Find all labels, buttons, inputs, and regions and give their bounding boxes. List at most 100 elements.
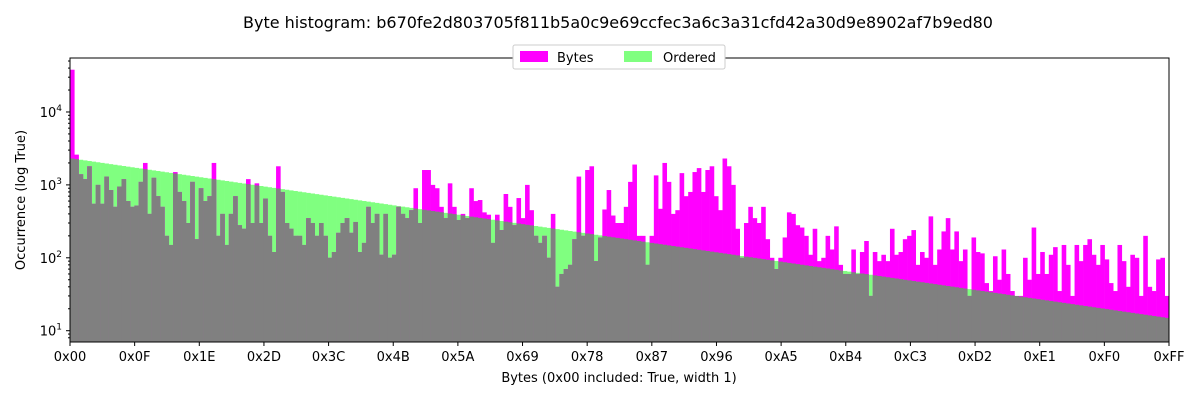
overlap-bar	[954, 287, 959, 342]
overlap-bar	[675, 246, 680, 342]
overlap-bar	[413, 208, 419, 342]
x-tick-label: 0x96	[700, 350, 733, 365]
x-tick-label: 0x0F	[119, 350, 151, 365]
bytes-bar	[1074, 244, 1080, 342]
x-axis: 0x00 0x0F 0x1E 0x2D 0x3C 0x4B 0x5A 0x69 0x78 0x87…	[54, 342, 1184, 365]
overlap-bar	[872, 275, 878, 342]
overlap-bar	[452, 214, 457, 342]
overlap-bar	[692, 249, 698, 342]
overlap-bar	[555, 286, 560, 342]
overlap-bar	[889, 277, 895, 342]
overlap-bar	[671, 246, 676, 342]
overlap-bar	[653, 243, 659, 342]
overlap-bar	[632, 240, 637, 342]
overlap-bar	[396, 206, 401, 342]
overlap-bar	[623, 239, 629, 342]
overlap-bars	[70, 158, 1170, 342]
ordered-bar	[555, 229, 560, 342]
y-tick-label: 104	[40, 104, 63, 121]
overlap-bar	[254, 185, 260, 342]
overlap-bar	[417, 223, 423, 342]
overlap-bar	[1065, 303, 1071, 342]
overlap-bar	[1138, 314, 1144, 342]
overlap-bar	[258, 223, 264, 342]
y-axis: 101 102 103 104	[40, 60, 70, 340]
overlap-bar	[87, 166, 92, 342]
overlap-bar	[391, 254, 397, 342]
x-tick-label: 0x69	[506, 350, 539, 365]
overlap-bar	[761, 259, 766, 342]
overlap-bar	[739, 257, 745, 342]
overlap-bar	[74, 159, 79, 342]
overlap-bar	[220, 213, 225, 342]
overlap-bar	[1057, 302, 1062, 342]
overlap-bar	[585, 233, 590, 342]
overlap-bar	[469, 216, 474, 342]
legend-ordered-label: Ordered	[663, 51, 716, 66]
overlap-bar	[804, 265, 809, 342]
overlap-bar	[525, 224, 530, 342]
overlap-bar	[288, 228, 294, 342]
overlap-bar	[786, 262, 792, 342]
overlap-bar	[1160, 317, 1165, 342]
bytes-bar	[1130, 254, 1135, 342]
overlap-bar	[610, 237, 616, 342]
bytes-bar	[1096, 264, 1101, 342]
overlap-bar	[718, 252, 723, 342]
overlap-bar	[130, 206, 135, 342]
y-tick-label: 101	[40, 323, 62, 340]
overlap-bar	[529, 225, 534, 342]
bytes-bar	[1117, 244, 1123, 342]
overlap-bar	[443, 218, 449, 342]
overlap-bar	[1147, 315, 1153, 342]
plot-area	[69, 57, 1170, 343]
overlap-bar	[91, 203, 97, 342]
overlap-bar	[920, 282, 925, 342]
overlap-bar	[224, 244, 230, 342]
overlap-bar	[318, 223, 324, 342]
overlap-bar	[1018, 296, 1024, 342]
overlap-bar	[821, 267, 826, 342]
overlap-bar	[422, 209, 427, 342]
overlap-bar	[838, 270, 844, 342]
overlap-bar	[894, 278, 899, 342]
x-tick-label: 0x1E	[183, 350, 215, 365]
overlap-bar	[314, 235, 320, 342]
overlap-bar	[276, 188, 281, 342]
x-tick-label: 0xB4	[829, 350, 862, 365]
overlap-bar	[666, 245, 672, 342]
overlap-bar	[778, 261, 783, 342]
bytes-bar	[1156, 259, 1161, 342]
overlap-bar	[185, 223, 191, 342]
overlap-bar	[344, 218, 350, 342]
overlap-bar	[980, 291, 985, 342]
overlap-bar	[503, 221, 509, 342]
overlap-bar	[662, 244, 668, 342]
overlap-bar	[95, 184, 101, 342]
overlap-bar	[477, 217, 483, 342]
bytes-bar	[928, 216, 934, 342]
overlap-bar	[117, 186, 122, 342]
overlap-bar	[138, 181, 144, 342]
overlap-bar	[881, 276, 886, 342]
x-tick-label: 0x2D	[247, 350, 281, 365]
overlap-bar	[340, 223, 346, 342]
overlap-bar	[688, 248, 693, 342]
overlap-bar	[507, 222, 513, 342]
overlap-bar	[310, 223, 315, 342]
overlap-bar	[945, 286, 951, 342]
overlap-bar	[151, 177, 157, 342]
overlap-bar	[1130, 312, 1135, 342]
overlap-bar	[658, 244, 663, 342]
overlap-bar	[379, 254, 384, 342]
overlap-bar	[924, 282, 929, 342]
overlap-bar	[726, 254, 732, 342]
overlap-bar	[456, 219, 461, 342]
overlap-bar	[859, 273, 865, 342]
overlap-bar	[486, 219, 492, 342]
overlap-bar	[928, 283, 934, 342]
overlap-bar	[482, 218, 487, 342]
overlap-bar	[383, 213, 388, 342]
overlap-bar	[576, 232, 582, 342]
bytes-bar	[1134, 257, 1140, 342]
